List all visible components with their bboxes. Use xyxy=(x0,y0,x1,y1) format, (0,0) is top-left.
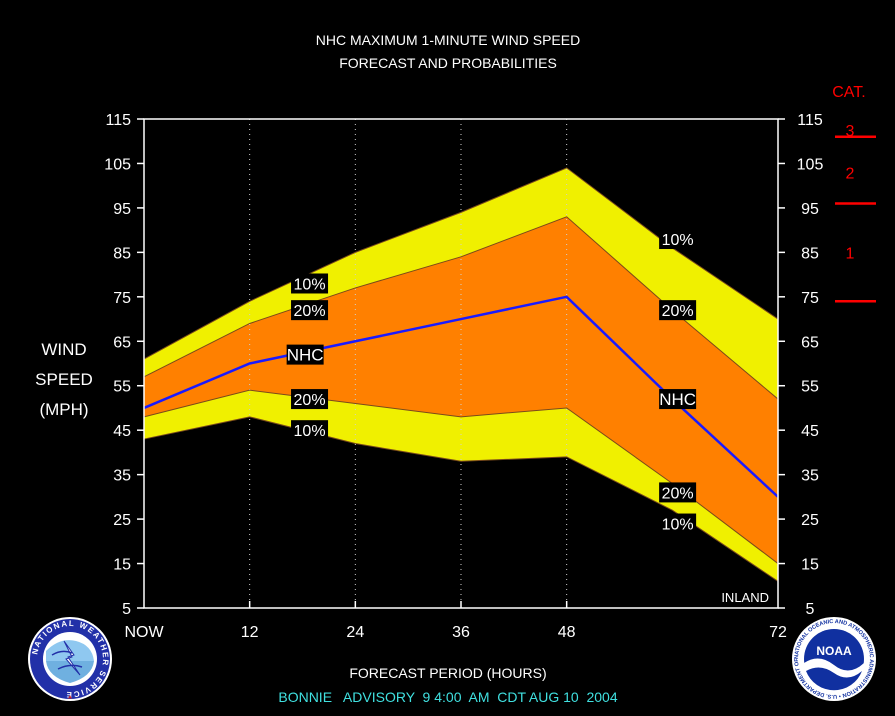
series-line-lower-10 xyxy=(143,416,779,582)
y-tick-label-left-25: 25 xyxy=(113,512,131,529)
series-label-20pct-6: 20% xyxy=(662,303,694,320)
band-20-percent xyxy=(144,216,778,564)
series-label-10pct-0: 10% xyxy=(294,276,326,293)
x-tick-label-72: 72 xyxy=(769,624,787,641)
x-tick-label-48: 48 xyxy=(558,624,576,641)
y-tick-label-right-105: 105 xyxy=(797,156,824,173)
y-tick-label-left-105: 105 xyxy=(104,156,131,173)
y-tick-label-right-85: 85 xyxy=(801,245,819,262)
y-tick-label-right-25: 25 xyxy=(801,512,819,529)
series-label-box-8 xyxy=(659,482,697,503)
nws-logo: NATIONAL WEATHER SERVICE xyxy=(28,617,112,701)
y-tick-label-left-55: 55 xyxy=(113,379,131,396)
x-tick-label-12: 12 xyxy=(241,624,259,641)
noaa-logo-center-text: NOAA xyxy=(816,644,852,658)
y-tick-label-right-95: 95 xyxy=(801,201,819,218)
advisory-line: BONNIE ADVISORY 9 4:00 AM CDT AUG 10 200… xyxy=(278,689,617,705)
y-tick-label-left-75: 75 xyxy=(113,290,131,307)
y-tick-label-right-35: 35 xyxy=(801,468,819,485)
x-tick-label-24: 24 xyxy=(346,624,364,641)
chart-title-line2: FORECAST AND PROBABILITIES xyxy=(339,55,557,71)
series-label-box-0 xyxy=(291,273,329,294)
y-tick-label-left-115: 115 xyxy=(105,112,131,129)
series-label-nhc-7: NHC xyxy=(659,390,696,409)
category-label-2: 2 xyxy=(846,165,855,182)
series-label-20pct-1: 20% xyxy=(294,303,326,320)
y-tick-label-right-45: 45 xyxy=(801,423,819,440)
series-label-box-4 xyxy=(291,420,329,441)
category-label-1: 1 xyxy=(846,245,855,262)
y-axis-label-line3: (MPH) xyxy=(39,400,88,419)
y-tick-label-right-5: 5 xyxy=(806,601,815,618)
y-tick-label-left-45: 45 xyxy=(113,423,131,440)
y-tick-label-right-65: 65 xyxy=(801,334,819,351)
series-label-box-7 xyxy=(659,389,697,410)
y-tick-label-left-5: 5 xyxy=(122,601,131,618)
y-axis-label-line2: SPEED xyxy=(35,370,93,389)
y-axis-label-line1: WIND xyxy=(41,340,86,359)
inland-label: INLAND xyxy=(721,590,769,605)
series-label-box-3 xyxy=(291,389,329,410)
category-scale: 3 2 1 xyxy=(835,123,876,303)
y-tick-label-left-35: 35 xyxy=(113,468,131,485)
series-label-box-2 xyxy=(286,344,324,365)
series-label-box-5 xyxy=(659,229,697,250)
y-tick-label-right-15: 15 xyxy=(801,557,819,574)
series-label-10pct-4: 10% xyxy=(294,423,326,440)
series-label-box-9 xyxy=(659,513,697,534)
y-tick-label-left-15: 15 xyxy=(113,557,131,574)
series-label-box-6 xyxy=(659,300,697,321)
y-tick-label-right-115: 115 xyxy=(797,112,823,129)
y-tick-label-left-65: 65 xyxy=(113,334,131,351)
series-label-10pct-9: 10% xyxy=(662,517,694,534)
category-label-3: 3 xyxy=(846,123,855,140)
chart-title-line1: NHC MAXIMUM 1-MINUTE WIND SPEED xyxy=(316,32,580,48)
x-axis-label: FORECAST PERIOD (HOURS) xyxy=(349,665,546,681)
y-tick-label-right-55: 55 xyxy=(801,379,819,396)
series-label-box-1 xyxy=(291,300,329,321)
series-label-nhc-2: NHC xyxy=(287,346,324,365)
series-label-10pct-5: 10% xyxy=(662,232,694,249)
series-label-20pct-3: 20% xyxy=(294,392,326,409)
noaa-logo: NOAA NATIONAL OCEANIC AND ATMOSPHERIC AD… xyxy=(792,617,876,701)
y-tick-label-right-75: 75 xyxy=(801,290,819,307)
series-label-20pct-8: 20% xyxy=(662,485,694,502)
category-header: CAT. xyxy=(832,84,865,101)
x-tick-label-36: 36 xyxy=(452,624,470,641)
y-tick-label-left-95: 95 xyxy=(113,201,131,218)
x-tick-label-now: NOW xyxy=(124,624,164,641)
series-labels: 10% 20% NHC 20% 10% 10% 20% NHC 20% 10% xyxy=(286,229,697,534)
y-tick-label-left-85: 85 xyxy=(113,245,131,262)
